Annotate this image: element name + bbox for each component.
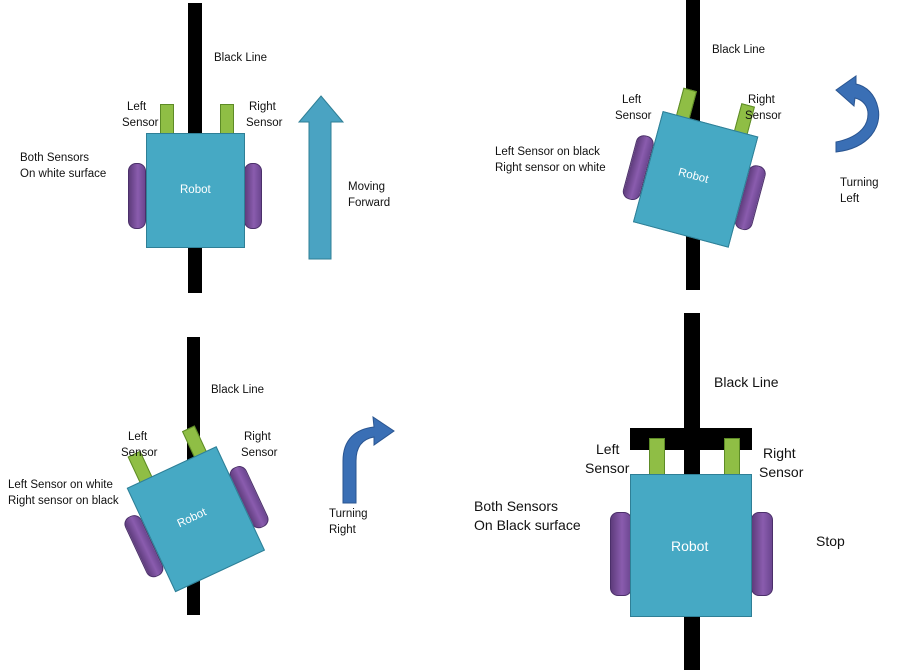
- up-arrow-icon: [297, 95, 345, 260]
- right-sensor-label-line2: Sensor: [246, 117, 283, 129]
- state-label-line1: Both Sensors: [20, 152, 90, 164]
- left-sensor-label-line2: Sensor: [122, 117, 159, 129]
- left-sensor-label-line2: Sensor: [121, 447, 158, 459]
- right-sensor-label-line1: Right: [763, 445, 796, 461]
- left-sensor-label-line1: Left: [128, 431, 148, 443]
- action-label: Stop: [816, 533, 845, 549]
- state-label-line1: Both Sensors: [474, 498, 559, 514]
- left-sensor-label-line2: Sensor: [585, 460, 630, 476]
- action-label-line1: Turning: [840, 177, 879, 189]
- state-label-line1: Left Sensor on black: [495, 146, 600, 158]
- left-sensor-label-line1: Left: [127, 101, 147, 113]
- right-wheel: [751, 512, 773, 596]
- left-sensor-label-line2: Sensor: [615, 110, 652, 122]
- robot-assembly: Robot: [61, 381, 327, 647]
- left-sensor: [649, 438, 665, 476]
- right-sensor-label-line1: Right: [249, 101, 276, 113]
- black-line-label: Black Line: [214, 52, 268, 64]
- robot-label: Robot: [175, 506, 209, 531]
- black-line-label: Black Line: [712, 44, 766, 56]
- black-line-label: Black Line: [211, 384, 265, 396]
- robot-label: Robot: [671, 538, 709, 554]
- right-sensor-label-line1: Right: [244, 431, 271, 443]
- state-label-line1: Left Sensor on white: [8, 479, 113, 491]
- state-label-line2: Right sensor on black: [8, 495, 119, 507]
- right-sensor: [220, 104, 234, 134]
- left-sensor-label-line1: Left: [596, 441, 620, 457]
- action-label-line2: Right: [329, 524, 356, 536]
- robot-assembly: Robot: [564, 55, 828, 305]
- curved-left-arrow-icon: [835, 75, 880, 153]
- state-label-line2: On white surface: [20, 168, 107, 180]
- right-sensor-label-line1: Right: [748, 94, 775, 106]
- robot-label: Robot: [676, 166, 710, 186]
- right-sensor: [724, 438, 740, 476]
- black-line-label: Black Line: [714, 374, 779, 390]
- right-sensor-label-line2: Sensor: [241, 447, 278, 459]
- action-label-line2: Forward: [348, 197, 391, 209]
- left-sensor-label-line1: Left: [622, 94, 642, 106]
- right-sensor-label-line2: Sensor: [745, 110, 782, 122]
- action-label-line1: Moving: [348, 181, 386, 193]
- state-label-line2: Right sensor on white: [495, 162, 606, 174]
- robot-label: Robot: [180, 184, 211, 196]
- left-wheel: [610, 512, 632, 596]
- left-sensor: [160, 104, 174, 134]
- state-label-line2: On Black surface: [474, 517, 581, 533]
- robot-body: Robot: [630, 474, 752, 617]
- right-wheel: [244, 163, 262, 229]
- right-sensor-label-line2: Sensor: [759, 464, 804, 480]
- action-label-line2: Left: [840, 193, 860, 205]
- robot-body: Robot: [146, 133, 245, 248]
- left-wheel: [128, 163, 146, 229]
- action-label-line1: Turning: [329, 508, 368, 520]
- curved-right-arrow-icon: [342, 415, 395, 504]
